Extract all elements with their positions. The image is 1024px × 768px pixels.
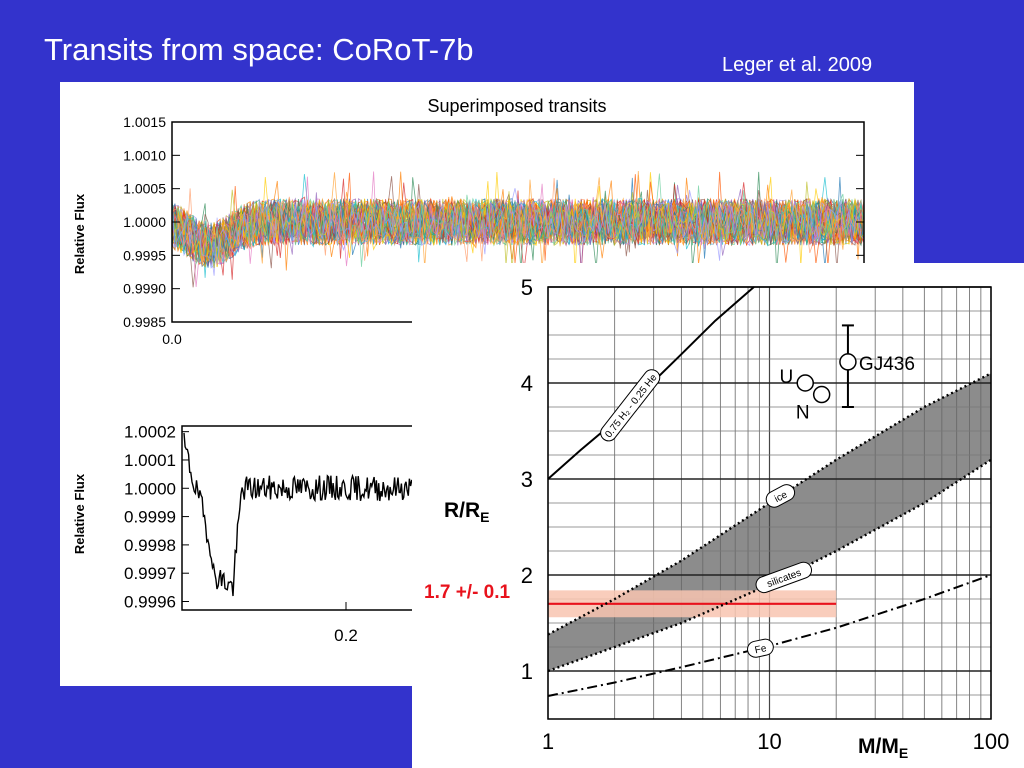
planet-label: N	[796, 403, 810, 424]
curve-label-3: Fe	[747, 638, 774, 658]
curve-label-1-box	[765, 484, 796, 508]
x-tick-label: 10	[757, 729, 781, 754]
x-tick-label: 0.0	[162, 331, 182, 347]
y-tick-label: 1.0005	[123, 181, 166, 197]
y-tick-label: 5	[521, 275, 533, 300]
x-axis-label-sub: E	[899, 745, 908, 761]
x-ticks-mass-radius: 1 10 100	[542, 729, 1009, 754]
x-tick-label: 1	[542, 729, 554, 754]
curve-label-1: ice	[765, 484, 796, 508]
y-tick-label: 0.9998	[124, 536, 176, 555]
curve-label-0: 0.75 H₂ - 0.25 He	[600, 369, 661, 442]
y-tick-label: 1.0001	[124, 451, 176, 470]
x-tick-label: 100	[973, 729, 1010, 754]
y-axis-label-mass-radius: R/RE	[444, 499, 490, 525]
curve-label-2-box	[755, 561, 813, 594]
y-axis-label-sub: E	[480, 509, 489, 525]
y-tick-label: 1.0015	[123, 114, 166, 130]
planet-marker	[812, 385, 831, 404]
y-axis-label-folded: Relative Flux	[72, 473, 87, 554]
curve-label-3-text: Fe	[754, 643, 768, 656]
y-tick-label: 1.0000	[123, 214, 166, 230]
x-axis-label-mass-radius: M/ME	[858, 735, 908, 761]
transit-series	[171, 194, 865, 268]
curve-silicates	[547, 458, 992, 673]
y-tick-label: 1.0002	[124, 423, 176, 442]
measurement-band	[548, 590, 837, 618]
y-tick-label: 0.9995	[123, 247, 166, 263]
transit-plots: Superimposed transits 1.0015 1.0010 1.0005…	[72, 96, 865, 645]
y-tick-label: 1.0000	[124, 479, 176, 498]
curve-ice	[547, 372, 992, 636]
y-ticks-mass-radius: 1 2 3 4 5	[521, 275, 533, 684]
y-tick-label: 4	[521, 371, 533, 396]
y-tick-label: 0.9985	[123, 314, 166, 330]
planet-label: U	[780, 367, 794, 388]
curve-label-3-box	[747, 638, 774, 658]
y-tick-label: 0.9999	[124, 508, 176, 527]
x-ticks-folded: 0.2	[334, 602, 358, 645]
x-tick-label: 0.2	[334, 626, 358, 645]
curve-label-1-text: ice	[773, 489, 790, 505]
planet-marker	[796, 374, 814, 392]
chart-title-superimposed: Superimposed transits	[427, 96, 606, 116]
plot-frame-mass-radius	[547, 286, 992, 720]
planet-markers: UN GJ436	[780, 324, 915, 424]
y-ticks-folded: 1.0002 1.0001 1.0000 0.9999 0.9998 0.9997 0.99…	[124, 423, 189, 612]
superimposed-light-curves	[171, 170, 865, 288]
y-ticks-superimposed: 1.0015 1.0010 1.0005 1.0000 0.9995 0.9990 0.99…	[123, 114, 864, 330]
y-tick-label: 0.9990	[123, 281, 166, 297]
planet-marker	[839, 353, 857, 371]
planet-label: GJ436	[859, 354, 915, 375]
transit-series	[171, 185, 865, 265]
y-tick-label: 2	[521, 563, 533, 588]
mass-radius-panel: 0.75 H₂ - 0.25 He ice silicates Fe U N GJ436 …	[412, 263, 1024, 768]
curve-label-0-box	[600, 369, 661, 442]
y-tick-label: 0.9996	[124, 593, 176, 612]
slide-title: Transits from space: CoRoT-7b	[44, 32, 474, 67]
measurement-label: 1.7 +/- 0.1	[424, 582, 511, 603]
y-axis-label-superimposed: Relative Flux	[72, 193, 87, 274]
y-tick-label: 1.0010	[123, 147, 166, 163]
y-axis-label-main: R/R	[444, 499, 480, 522]
y-tick-label: 1	[521, 659, 533, 684]
transit-series	[171, 198, 865, 266]
x-axis-label-main: M/M	[858, 735, 899, 758]
citation: Leger et al. 2009	[722, 54, 873, 76]
y-tick-label: 3	[521, 467, 533, 492]
y-tick-label: 0.9997	[124, 564, 176, 583]
